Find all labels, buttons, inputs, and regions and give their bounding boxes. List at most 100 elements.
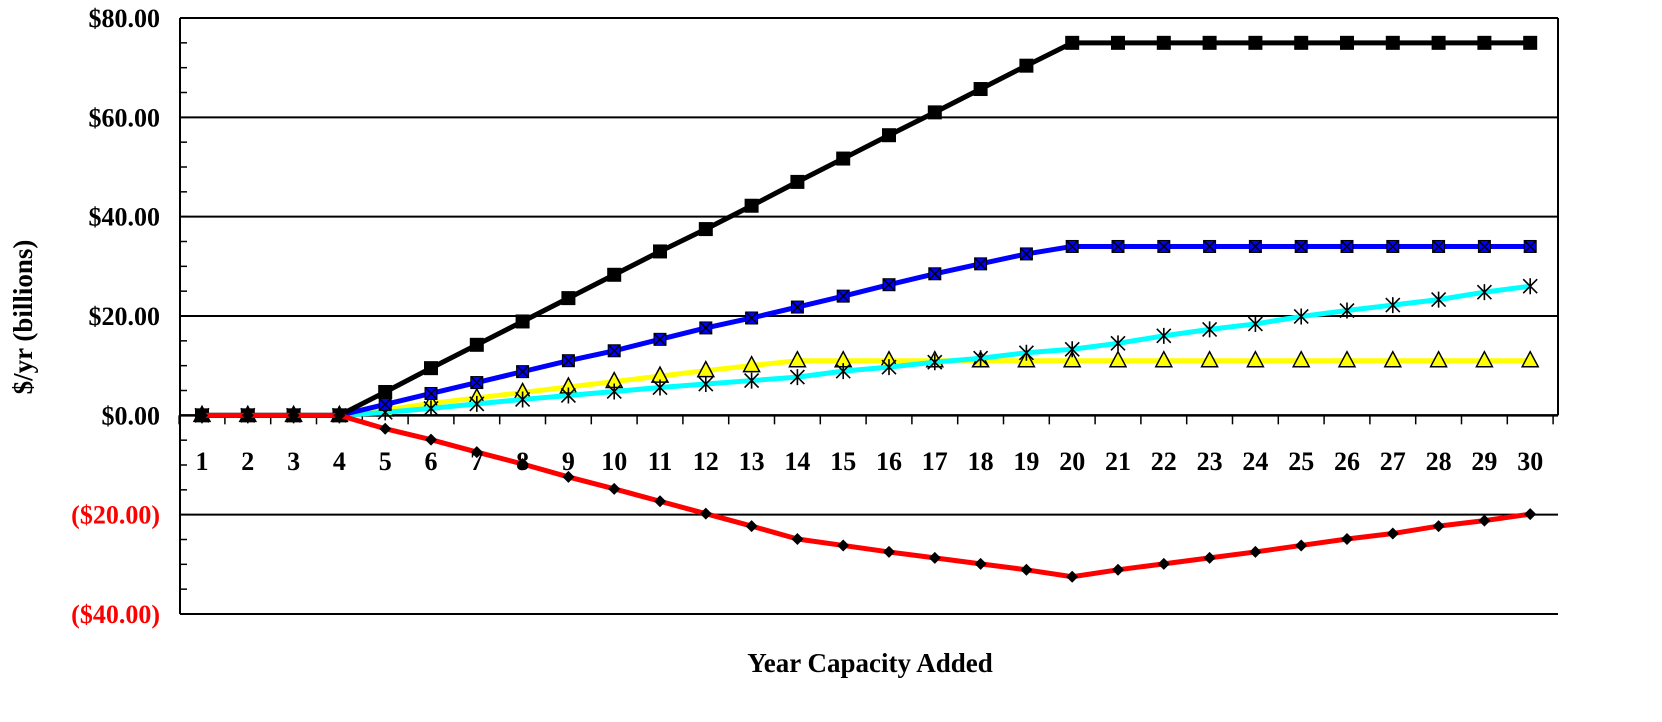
square-marker (469, 337, 484, 352)
x-tick-label: 5 (379, 447, 392, 476)
y-tick-label: $20.00 (89, 302, 161, 331)
diamond-marker (1020, 563, 1033, 576)
series-line (202, 412, 1531, 580)
x-tick-label: 17 (922, 447, 948, 476)
y-tick-labels: $80.00 $60.00 $40.00 $20.00 $0.00 ($20.00) ($4… (71, 4, 160, 629)
square-marker (973, 82, 988, 97)
diamond-marker (1066, 570, 1079, 583)
asterisk-marker (1476, 284, 1492, 301)
square-marker (927, 105, 942, 120)
series-line (202, 243, 1531, 418)
x-tick-label: 16 (876, 447, 902, 476)
x-square-cross (836, 289, 850, 303)
x-square-cross (1294, 239, 1308, 253)
asterisk-marker (973, 350, 989, 367)
x-tick-label: 10 (601, 447, 627, 476)
x-tick-label: 7 (470, 447, 483, 476)
series-layer (192, 35, 1540, 583)
x-square-cross (561, 354, 575, 368)
x-square-cross (424, 386, 438, 401)
x-square-cross (1386, 239, 1400, 253)
x-tick-label: 14 (784, 447, 810, 476)
diamond-marker (1157, 557, 1170, 570)
diamond-marker (1386, 527, 1399, 540)
x-tick-label: 18 (968, 447, 994, 476)
x-tick-label: 23 (1197, 447, 1223, 476)
x-square-cross (790, 300, 804, 314)
x-square-cross (1523, 239, 1537, 253)
square-marker (882, 128, 896, 143)
asterisk-marker (744, 372, 760, 389)
square-marker (607, 267, 622, 282)
diamond-marker (516, 458, 529, 471)
square-marker (378, 384, 393, 399)
diamond-marker (1203, 551, 1216, 564)
square-marker (1202, 35, 1217, 50)
x-tick-label: 25 (1288, 447, 1314, 476)
series-line (202, 358, 1531, 418)
diamond-marker (333, 409, 346, 422)
diamond-marker (287, 409, 300, 422)
diamond-marker (1295, 539, 1308, 552)
triangle-marker (1200, 350, 1219, 368)
square-marker (515, 314, 530, 329)
triangle-marker (1520, 350, 1540, 368)
x-square-cross (882, 278, 896, 292)
asterisk-marker (1339, 302, 1355, 319)
square-marker (836, 151, 851, 166)
asterisk-marker (1522, 278, 1538, 295)
x-tick-label: 3 (287, 447, 300, 476)
series-diamond (196, 409, 1537, 583)
asterisk-marker (881, 359, 897, 376)
x-tick-label: 20 (1059, 447, 1085, 476)
diamond-marker (1432, 520, 1445, 533)
x-square-cross (745, 311, 759, 325)
square-marker (1248, 35, 1263, 50)
square-marker (744, 198, 759, 213)
x-axis-title: Year Capacity Added (747, 648, 993, 678)
asterisk-marker (1385, 297, 1401, 314)
asterisk-marker (469, 395, 485, 412)
asterisk-marker (789, 369, 805, 386)
y-axis-title: $/yr (billions) (8, 240, 38, 395)
diamond-marker (470, 446, 483, 459)
triangle-marker (1291, 350, 1311, 368)
diamond-marker (654, 495, 666, 508)
x-square-cross (1432, 239, 1446, 253)
x-tick-label: 2 (241, 447, 254, 476)
asterisk-marker (1018, 344, 1034, 361)
asterisk-marker (652, 379, 668, 396)
x-tick-label: 13 (739, 447, 765, 476)
x-tick-label: 19 (1013, 447, 1039, 476)
x-square-cross (1248, 239, 1262, 253)
x-square-cross (974, 257, 988, 271)
asterisk-marker (1247, 315, 1263, 332)
diamond-marker (562, 470, 575, 483)
square-marker (1294, 35, 1309, 50)
x-tick-label: 21 (1105, 447, 1131, 476)
x-tick-label: 9 (562, 447, 575, 476)
diamond-marker (608, 482, 621, 495)
square-marker (1065, 35, 1080, 50)
x-square-cross (1477, 239, 1491, 253)
diamond-marker (745, 520, 758, 533)
diamond-marker (1478, 514, 1491, 527)
triangle-marker (1475, 350, 1494, 368)
asterisk-marker (835, 363, 851, 380)
x-tick-label: 1 (196, 447, 209, 476)
x-square-cross (699, 321, 713, 335)
triangle-marker (1062, 350, 1082, 368)
diamond-marker (974, 557, 987, 570)
triangle-marker (1246, 350, 1265, 368)
asterisk-marker (698, 376, 714, 393)
x-square-cross (378, 397, 392, 411)
y-tick-label: $60.00 (89, 103, 161, 132)
triangle-marker (1337, 350, 1357, 368)
square-marker (653, 244, 667, 259)
asterisk-marker (1156, 327, 1172, 344)
x-tick-label: 26 (1334, 447, 1360, 476)
x-tick-label: 15 (830, 447, 856, 476)
x-square-cross (1203, 239, 1217, 253)
diamond-marker (699, 507, 712, 520)
